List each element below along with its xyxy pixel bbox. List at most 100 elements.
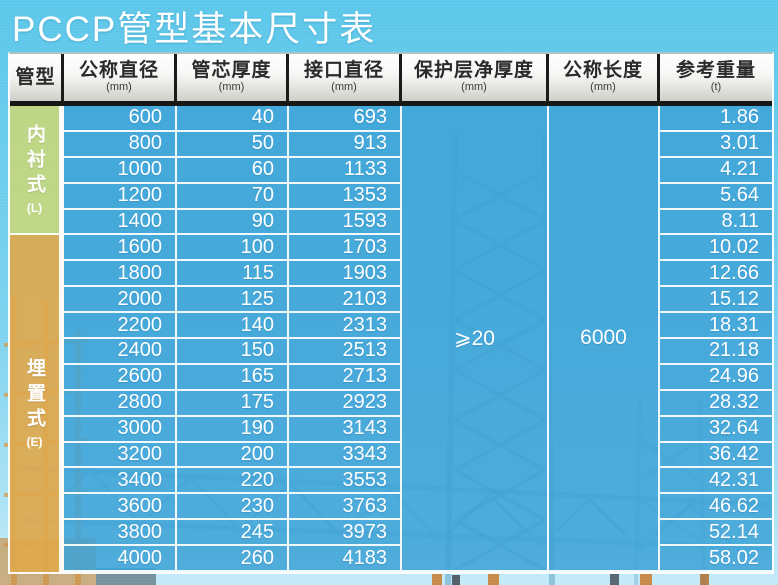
cell-nominal-diameter: 1200	[64, 183, 177, 210]
column-header-label: 参考重量	[675, 60, 756, 82]
column-header-2: 管芯厚度 (mm)	[177, 54, 289, 106]
cell-ref-weight: 10.02	[660, 235, 772, 262]
cell-nominal-diameter: 2800	[64, 390, 177, 417]
cell-nominal-diameter: 1600	[64, 235, 177, 262]
cell-core-thickness: 90	[177, 209, 289, 236]
cell-ref-weight: 36.42	[660, 442, 772, 469]
cell-joint-diameter: 2713	[289, 364, 402, 391]
column-header-unit: (mm)	[106, 81, 132, 94]
page-title: PCCP管型基本尺寸表	[12, 10, 377, 49]
cell-nominal-diameter: 3000	[64, 416, 177, 443]
column-header-1: 公称直径 (mm)	[64, 54, 177, 106]
cell-ref-weight: 15.12	[660, 287, 772, 314]
dimensions-table: 管型 公称直径 (mm) 管芯厚度 (mm) 接口直径 (mm) 保护层净厚度 (mm) 公称长度…	[8, 52, 774, 574]
cell-core-thickness: 220	[177, 468, 289, 495]
pipe-type-embedded-code: (E)	[26, 435, 43, 450]
cell-joint-diameter: 2103	[289, 287, 402, 314]
column-header-unit: (mm)	[590, 81, 616, 94]
cell-joint-diameter: 2513	[289, 339, 402, 365]
cell-joint-diameter: 693	[289, 106, 402, 132]
column-header-unit: (mm)	[218, 81, 245, 94]
pipe-type-embedded-label: 埋置式	[24, 358, 45, 434]
column-header-6: 参考重量 (t)	[660, 54, 772, 106]
cell-core-thickness: 125	[177, 287, 289, 314]
cell-joint-diameter: 3763	[289, 494, 402, 521]
cell-nominal-diameter: 2600	[64, 364, 177, 391]
cell-ref-weight: 32.64	[660, 416, 772, 443]
cell-core-thickness: 50	[177, 131, 289, 158]
cell-nominal-diameter: 3200	[64, 442, 177, 469]
cell-ref-weight: 42.31	[660, 468, 772, 495]
pipe-type-embedded-cell: 埋置式 (E)	[10, 235, 64, 572]
cell-core-thickness: 100	[177, 235, 289, 262]
cell-core-thickness: 175	[177, 390, 289, 417]
cell-joint-diameter: 2313	[289, 313, 402, 339]
column-header-label: 公称长度	[562, 60, 643, 82]
cell-nominal-diameter: 3400	[64, 468, 177, 495]
cell-joint-diameter: 4183	[289, 546, 402, 572]
cell-joint-diameter: 1703	[289, 235, 402, 262]
cell-nominal-diameter: 2400	[64, 339, 177, 365]
cell-ref-weight: 18.31	[660, 313, 772, 339]
cell-ref-weight: 4.21	[660, 157, 772, 184]
cell-nominal-diameter: 1400	[64, 209, 177, 236]
column-header-3: 接口直径 (mm)	[289, 54, 402, 106]
cell-nominal-diameter: 2000	[64, 287, 177, 314]
cell-core-thickness: 260	[177, 546, 289, 572]
cell-core-thickness: 150	[177, 339, 289, 365]
cell-core-thickness: 165	[177, 364, 289, 391]
pipe-type-lined-cell: 内衬式 (L)	[10, 106, 64, 236]
cell-nominal-diameter: 2200	[64, 313, 177, 339]
cell-nominal-length: 6000	[549, 106, 660, 572]
cell-nominal-diameter: 3600	[64, 494, 177, 521]
cell-joint-diameter: 1133	[289, 157, 402, 184]
cell-core-thickness: 190	[177, 416, 289, 443]
cell-joint-diameter: 3553	[289, 468, 402, 495]
cell-ref-weight: 3.01	[660, 131, 772, 158]
column-header-4: 保护层净厚度 (mm)	[402, 54, 549, 106]
cell-joint-diameter: 2923	[289, 390, 402, 417]
column-header-unit: (t)	[710, 81, 722, 94]
cell-joint-diameter: 3343	[289, 442, 402, 469]
cell-core-thickness: 200	[177, 442, 289, 469]
cell-core-thickness: 60	[177, 157, 289, 184]
pipe-type-lined-code: (L)	[26, 201, 43, 216]
cell-joint-diameter: 1593	[289, 209, 402, 236]
cell-ref-weight: 1.86	[660, 106, 772, 132]
column-header-5: 公称长度 (mm)	[549, 54, 660, 106]
column-header-0: 管型	[10, 54, 64, 106]
cell-core-thickness: 140	[177, 313, 289, 339]
column-header-label: 接口直径	[303, 60, 384, 82]
cell-core-thickness: 245	[177, 520, 289, 547]
cell-ref-weight: 52.14	[660, 520, 772, 547]
cell-ref-weight: 46.62	[660, 494, 772, 521]
cell-nominal-diameter: 4000	[64, 546, 177, 572]
cell-ref-weight: 58.02	[660, 546, 772, 572]
cell-joint-diameter: 3973	[289, 520, 402, 547]
cell-nominal-diameter: 3800	[64, 520, 177, 547]
column-header-label: 保护层净厚度	[413, 60, 534, 82]
cell-ref-weight: 24.96	[660, 364, 772, 391]
cell-nominal-diameter: 1000	[64, 157, 177, 184]
cell-core-thickness: 40	[177, 106, 289, 132]
cell-joint-diameter: 1353	[289, 183, 402, 210]
column-header-label: 管型	[15, 66, 56, 88]
column-header-label: 公称直径	[78, 60, 159, 82]
column-header-label: 管芯厚度	[191, 60, 272, 82]
cell-core-thickness: 230	[177, 494, 289, 521]
cell-protective-layer-thickness: ⩾20	[402, 106, 549, 572]
cell-ref-weight: 28.32	[660, 390, 772, 417]
cell-ref-weight: 5.64	[660, 183, 772, 210]
pipe-type-lined-label: 内衬式	[24, 124, 45, 200]
cell-joint-diameter: 3143	[289, 416, 402, 443]
cell-ref-weight: 8.11	[660, 209, 772, 236]
column-header-unit: (mm)	[331, 81, 357, 94]
cell-nominal-diameter: 800	[64, 131, 177, 158]
column-header-unit: (mm)	[461, 81, 487, 94]
cell-nominal-diameter: 1800	[64, 261, 177, 288]
cell-joint-diameter: 1903	[289, 261, 402, 288]
cell-joint-diameter: 913	[289, 131, 402, 158]
cell-core-thickness: 115	[177, 261, 289, 288]
cell-nominal-diameter: 600	[64, 106, 177, 132]
